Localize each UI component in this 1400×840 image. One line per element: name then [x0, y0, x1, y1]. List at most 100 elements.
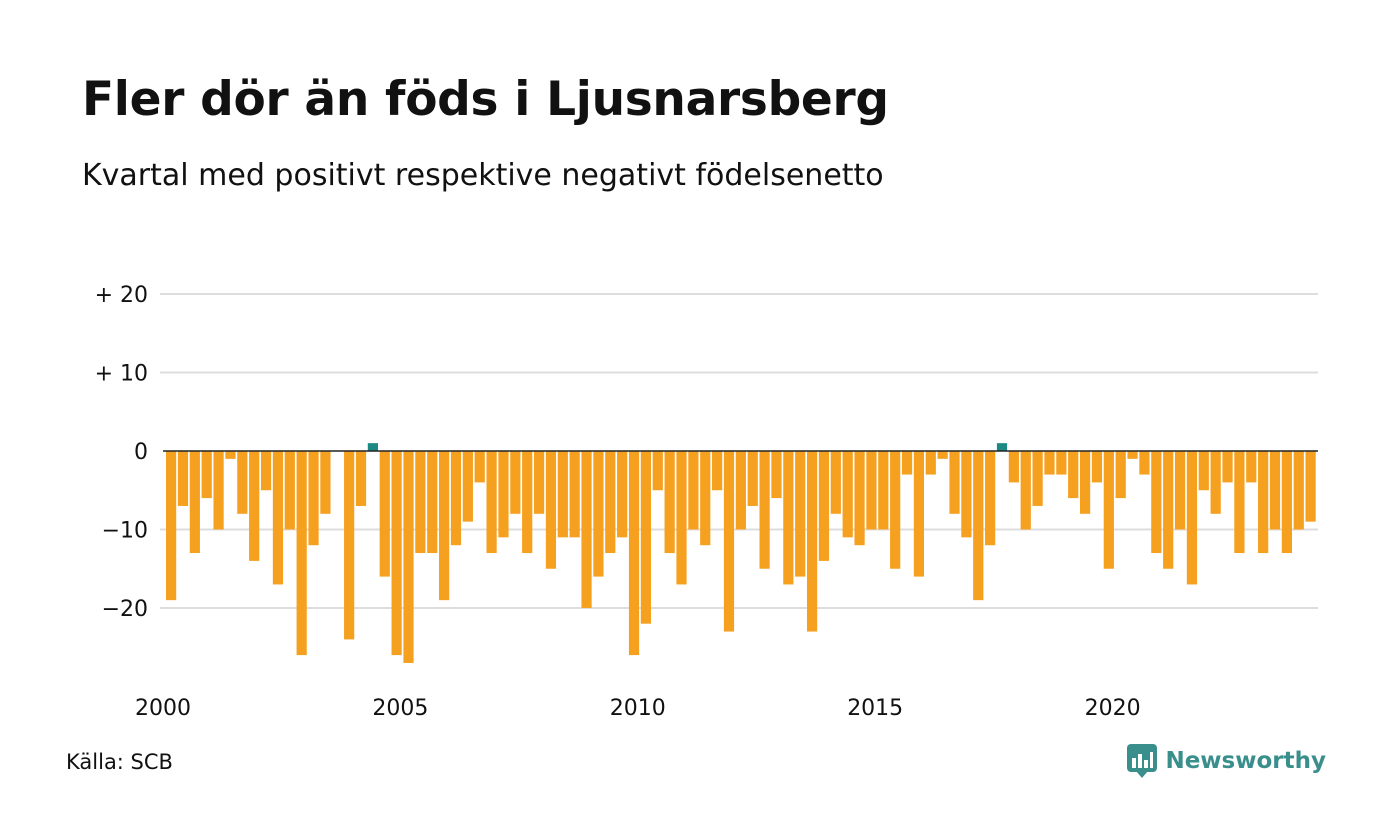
bar-negative [284, 451, 295, 530]
bar-negative [510, 451, 521, 514]
bar-negative [557, 451, 568, 538]
bar-negative [652, 451, 663, 491]
bar-negative [391, 451, 402, 656]
bar-negative [379, 451, 390, 577]
bar-negative [1139, 451, 1150, 475]
bar-negative [676, 451, 687, 585]
bar-negative [1068, 451, 1079, 499]
bar-negative [237, 451, 248, 514]
bar-negative [1079, 451, 1091, 514]
bar-negative [771, 451, 782, 499]
bar-negative [854, 451, 865, 546]
bar-negative [1222, 451, 1233, 483]
brand-name: Newsworthy [1165, 748, 1326, 774]
bar-negative [664, 451, 675, 554]
bar-negative [949, 451, 960, 514]
bar-negative [747, 451, 758, 506]
bar-negative [498, 451, 509, 538]
chart-title: Fler dör än föds i Ljusnarsberg [82, 72, 889, 127]
bar-negative [628, 451, 640, 656]
bar-negative [985, 451, 996, 546]
bar-negative [973, 451, 984, 601]
bar-negative [759, 451, 770, 569]
x-tick-label: 2015 [847, 696, 903, 721]
bar-negative [355, 451, 367, 506]
bar-negative [166, 451, 177, 601]
bar-negative [700, 451, 711, 546]
bar-negative [272, 451, 284, 585]
bar-positive [996, 443, 1008, 451]
x-tick-label: 2020 [1085, 696, 1141, 721]
bar-negative [569, 451, 580, 538]
bar-negative [795, 451, 806, 577]
bar-negative [1210, 451, 1221, 514]
brand-logo[interactable]: Newsworthy [1127, 744, 1326, 778]
bar-negative [842, 451, 853, 538]
bar-negative [688, 451, 699, 530]
bar-negative [427, 451, 438, 554]
bar-negative [1281, 451, 1292, 554]
x-tick-label: 2005 [372, 696, 428, 721]
bar-negative [1258, 451, 1269, 554]
bar-negative [213, 451, 224, 530]
bar-negative [617, 451, 628, 538]
bar-negative [925, 451, 936, 475]
bar-negative [961, 451, 972, 538]
bar-negative [1103, 451, 1114, 569]
y-tick-label: + 20 [95, 283, 148, 308]
y-tick-label: −10 [102, 519, 148, 544]
newsworthy-logo-icon [1127, 744, 1158, 778]
bar-negative [450, 451, 462, 546]
bar-negative [474, 451, 485, 483]
bar-negative [344, 451, 355, 640]
bar-negative [1008, 451, 1019, 483]
bar-negative [937, 451, 948, 459]
bar-negative [522, 451, 533, 554]
bar-negative [783, 451, 794, 585]
bar-negative [1056, 451, 1067, 475]
bar-negative [1269, 451, 1281, 530]
bar-negative [225, 451, 236, 459]
bar-negative [1305, 451, 1316, 522]
bar-negative [1151, 451, 1162, 554]
bar-negative [439, 451, 450, 601]
bar-negative [593, 451, 604, 577]
bar-negative [640, 451, 651, 624]
bar-negative [723, 451, 735, 632]
bar-negative [735, 451, 746, 530]
bar-negative [1234, 451, 1245, 554]
y-tick-label: −20 [102, 597, 148, 622]
bar-negative [1293, 451, 1304, 530]
bar-negative [296, 451, 307, 656]
bar-negative [177, 451, 189, 506]
bar-negative [1091, 451, 1103, 483]
bar-negative [878, 451, 889, 530]
bar-negative [189, 451, 200, 554]
bar-negative [260, 451, 272, 491]
bar-negative [1174, 451, 1186, 530]
x-tick-label: 2010 [610, 696, 666, 721]
bar-negative [1186, 451, 1198, 585]
bar-negative [581, 451, 592, 608]
bar-negative [712, 451, 723, 491]
bar-negative [830, 451, 841, 514]
bar-negative [415, 451, 426, 554]
y-tick-label: 0 [134, 440, 148, 465]
bar-negative [818, 451, 830, 561]
chart-subtitle: Kvartal med positivt respektive negativt… [82, 158, 884, 193]
bar-negative [1032, 451, 1043, 506]
bar-negative [533, 451, 545, 514]
bar-negative [486, 451, 497, 554]
bar-negative [913, 451, 925, 577]
bar-negative [545, 451, 557, 569]
bar-negative [890, 451, 901, 569]
source-note: Källa: SCB [66, 750, 173, 774]
bar-negative [308, 451, 319, 546]
bar-positive [367, 443, 378, 451]
bar-negative [201, 451, 212, 499]
bar-negative [462, 451, 473, 522]
bar-negative [1115, 451, 1126, 499]
bar-negative [605, 451, 616, 554]
bar-negative [403, 451, 414, 663]
